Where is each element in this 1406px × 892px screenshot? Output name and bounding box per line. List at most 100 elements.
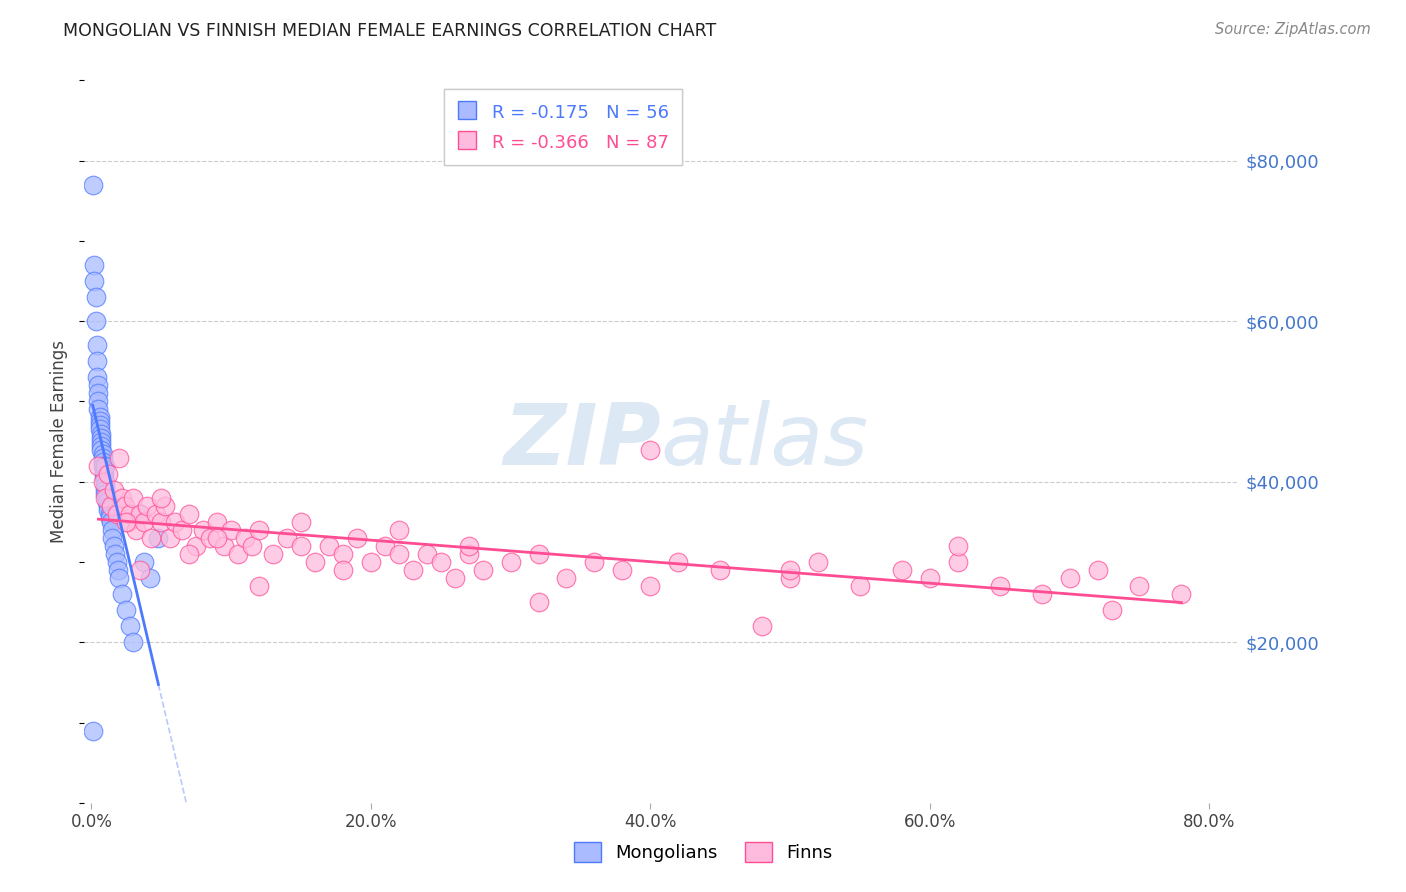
Point: [91, 454, 114, 468]
Point: [276, 531, 298, 545]
Point: [148, 531, 170, 545]
Point: [94, 478, 117, 492]
Point: [120, 619, 142, 633]
Point: [100, 499, 122, 513]
Point: [226, 547, 249, 561]
Point: [90, 430, 112, 444]
Point: [103, 483, 125, 497]
Point: [96, 491, 118, 505]
Point: [129, 507, 152, 521]
Point: [91, 475, 114, 489]
Point: [97, 499, 120, 513]
Point: [290, 515, 312, 529]
Point: [640, 579, 662, 593]
Point: [111, 491, 134, 505]
Point: [779, 571, 801, 585]
Point: [388, 547, 411, 561]
Point: [318, 539, 340, 553]
Point: [247, 579, 270, 593]
Point: [89, 414, 111, 428]
Point: [87, 394, 110, 409]
Point: [83, 274, 105, 288]
Point: [93, 467, 115, 481]
Point: [1101, 603, 1123, 617]
Point: [612, 563, 634, 577]
Point: [155, 499, 177, 513]
Point: [141, 531, 163, 545]
Point: [105, 507, 128, 521]
Point: [89, 422, 111, 436]
Point: [93, 470, 115, 484]
Point: [103, 539, 125, 553]
Point: [360, 555, 382, 569]
Y-axis label: Median Female Earnings: Median Female Earnings: [51, 340, 69, 543]
Point: [890, 563, 912, 577]
Point: [89, 418, 111, 433]
Text: ZIP: ZIP: [503, 400, 661, 483]
Point: [946, 539, 969, 553]
Point: [114, 499, 136, 513]
Point: [87, 386, 110, 401]
Point: [105, 555, 128, 569]
Point: [443, 571, 465, 585]
Point: [527, 547, 550, 561]
Point: [86, 338, 108, 352]
Point: [191, 523, 214, 537]
Point: [86, 354, 108, 368]
Point: [101, 523, 124, 537]
Point: [583, 555, 606, 569]
Point: [82, 178, 104, 192]
Point: [1128, 579, 1150, 593]
Point: [402, 563, 425, 577]
Point: [429, 555, 451, 569]
Point: [90, 434, 112, 449]
Point: [172, 523, 194, 537]
Point: [122, 635, 145, 649]
Point: [134, 515, 156, 529]
Point: [125, 523, 148, 537]
Point: [91, 458, 114, 473]
Point: [779, 563, 801, 577]
Point: [332, 563, 354, 577]
Point: [527, 595, 550, 609]
Point: [165, 515, 187, 529]
Point: [139, 571, 162, 585]
Point: [83, 258, 105, 272]
Point: [290, 539, 312, 553]
Point: [94, 491, 117, 505]
Point: [416, 547, 439, 561]
Point: [807, 555, 830, 569]
Point: [988, 579, 1011, 593]
Point: [709, 563, 731, 577]
Point: [499, 555, 522, 569]
Point: [346, 531, 368, 545]
Point: [94, 483, 117, 497]
Point: [1087, 563, 1109, 577]
Point: [136, 499, 159, 513]
Point: [186, 539, 208, 553]
Point: [94, 486, 117, 500]
Point: [90, 426, 112, 441]
Point: [122, 491, 145, 505]
Point: [332, 547, 354, 561]
Point: [150, 515, 173, 529]
Point: [86, 370, 108, 384]
Point: [219, 523, 242, 537]
Point: [1031, 587, 1053, 601]
Text: atlas: atlas: [661, 400, 869, 483]
Point: [134, 555, 156, 569]
Point: [90, 438, 112, 452]
Point: [96, 494, 118, 508]
Text: Source: ZipAtlas.com: Source: ZipAtlas.com: [1215, 22, 1371, 37]
Point: [247, 523, 270, 537]
Point: [918, 571, 941, 585]
Point: [108, 450, 131, 465]
Point: [87, 402, 110, 417]
Point: [129, 563, 152, 577]
Point: [84, 314, 107, 328]
Point: [91, 446, 114, 460]
Point: [87, 378, 110, 392]
Text: MONGOLIAN VS FINNISH MEDIAN FEMALE EARNINGS CORRELATION CHART: MONGOLIAN VS FINNISH MEDIAN FEMALE EARNI…: [63, 22, 717, 40]
Point: [90, 442, 112, 457]
Point: [97, 467, 120, 481]
